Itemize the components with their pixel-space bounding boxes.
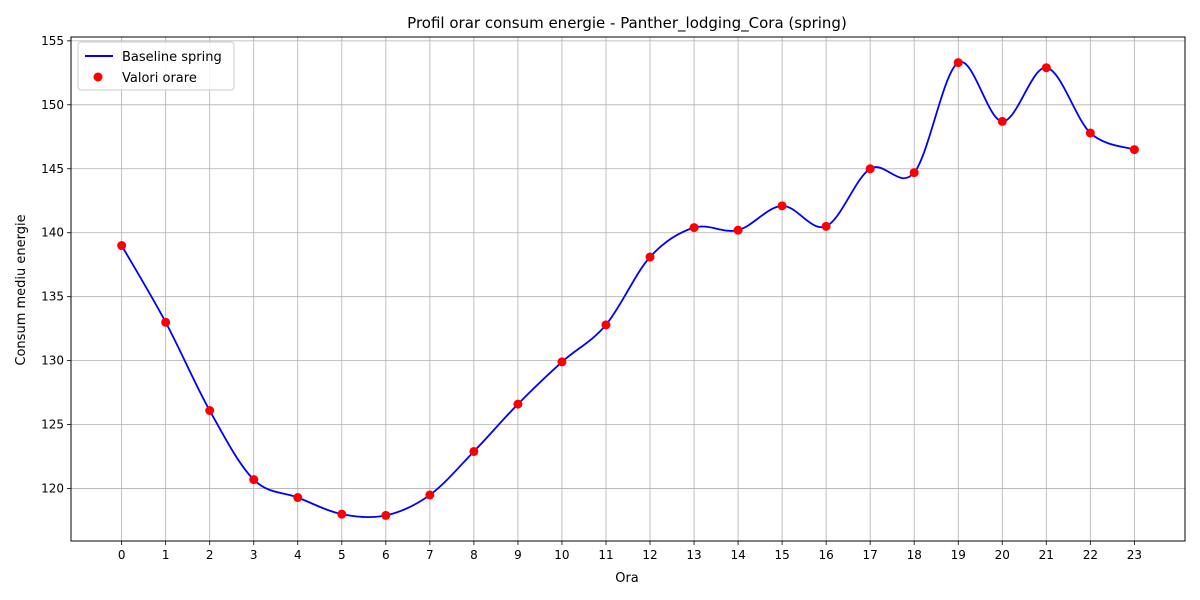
data-point <box>161 317 171 327</box>
grid-lines <box>71 37 1185 541</box>
x-tick-label: 5 <box>338 548 346 562</box>
data-point <box>865 164 875 174</box>
x-tick-label: 23 <box>1127 548 1142 562</box>
x-tick-label: 18 <box>907 548 922 562</box>
x-tick-label: 9 <box>514 548 522 562</box>
y-tick-label: 145 <box>41 162 64 176</box>
data-point <box>469 446 479 456</box>
data-point <box>777 201 787 211</box>
y-tick-label: 155 <box>41 34 64 48</box>
plot-frame <box>70 36 1186 542</box>
data-point <box>249 475 259 485</box>
data-point <box>337 509 347 519</box>
x-tick-label: 21 <box>1039 548 1054 562</box>
y-tick-label: 120 <box>41 482 64 496</box>
data-point <box>293 493 303 503</box>
x-tick-label: 13 <box>686 548 701 562</box>
x-tick-label: 17 <box>863 548 878 562</box>
data-point <box>205 406 215 416</box>
x-tick-label: 3 <box>250 548 258 562</box>
x-tick-label: 14 <box>730 548 745 562</box>
data-point <box>733 225 743 235</box>
legend-label-baseline: Baseline spring <box>122 50 222 65</box>
y-axis: 120 125 130 135 140 145 150 155 <box>41 34 71 496</box>
x-tick-label: 15 <box>774 548 789 562</box>
data-point <box>1085 128 1095 138</box>
data-point <box>821 221 831 231</box>
x-tick-label: 20 <box>995 548 1010 562</box>
y-tick-label: 125 <box>41 418 64 432</box>
data-point <box>953 58 963 68</box>
x-tick-label: 19 <box>951 548 966 562</box>
y-tick-label: 130 <box>41 354 64 368</box>
legend-marker-swatch <box>93 72 103 82</box>
x-tick-label: 4 <box>294 548 302 562</box>
x-tick-label: 11 <box>598 548 613 562</box>
data-point <box>1129 145 1139 155</box>
x-tick-label: 0 <box>118 548 126 562</box>
chart-title: Profil orar consum energie - Panther_lod… <box>407 14 847 33</box>
y-tick-label: 150 <box>41 98 64 112</box>
x-tick-label: 8 <box>470 548 478 562</box>
legend-frame <box>77 41 235 91</box>
legend-label-valori: Valori orare <box>122 71 197 86</box>
x-tick-label: 10 <box>554 548 569 562</box>
data-point <box>513 399 523 409</box>
x-tick-label: 12 <box>642 548 657 562</box>
scatter-points <box>117 58 1139 520</box>
x-axis-label: Ora <box>615 571 639 586</box>
data-point <box>689 223 699 233</box>
x-tick-label: 22 <box>1083 548 1098 562</box>
data-point <box>117 241 127 251</box>
x-tick-label: 6 <box>382 548 390 562</box>
y-tick-label: 135 <box>41 290 64 304</box>
y-axis-label: Consum mediu energie <box>14 214 29 365</box>
data-point <box>645 252 655 262</box>
data-point <box>381 510 391 520</box>
x-axis: 0 1 2 3 4 5 6 7 8 9 10 11 12 13 14 15 16 17 18 19 20 21 22 23 <box>118 541 1142 562</box>
x-tick-label: 1 <box>162 548 170 562</box>
data-point <box>557 357 567 367</box>
data-point <box>997 116 1007 126</box>
x-tick-label: 16 <box>819 548 834 562</box>
x-tick-label: 7 <box>426 548 434 562</box>
data-point <box>1041 63 1051 73</box>
data-point <box>909 168 919 178</box>
data-point <box>425 490 435 500</box>
legend: Baseline spring Valori orare <box>77 41 235 91</box>
x-tick-label: 2 <box>206 548 214 562</box>
y-tick-label: 140 <box>41 226 64 240</box>
data-point <box>601 320 611 330</box>
series-line-baseline <box>120 61 1135 519</box>
